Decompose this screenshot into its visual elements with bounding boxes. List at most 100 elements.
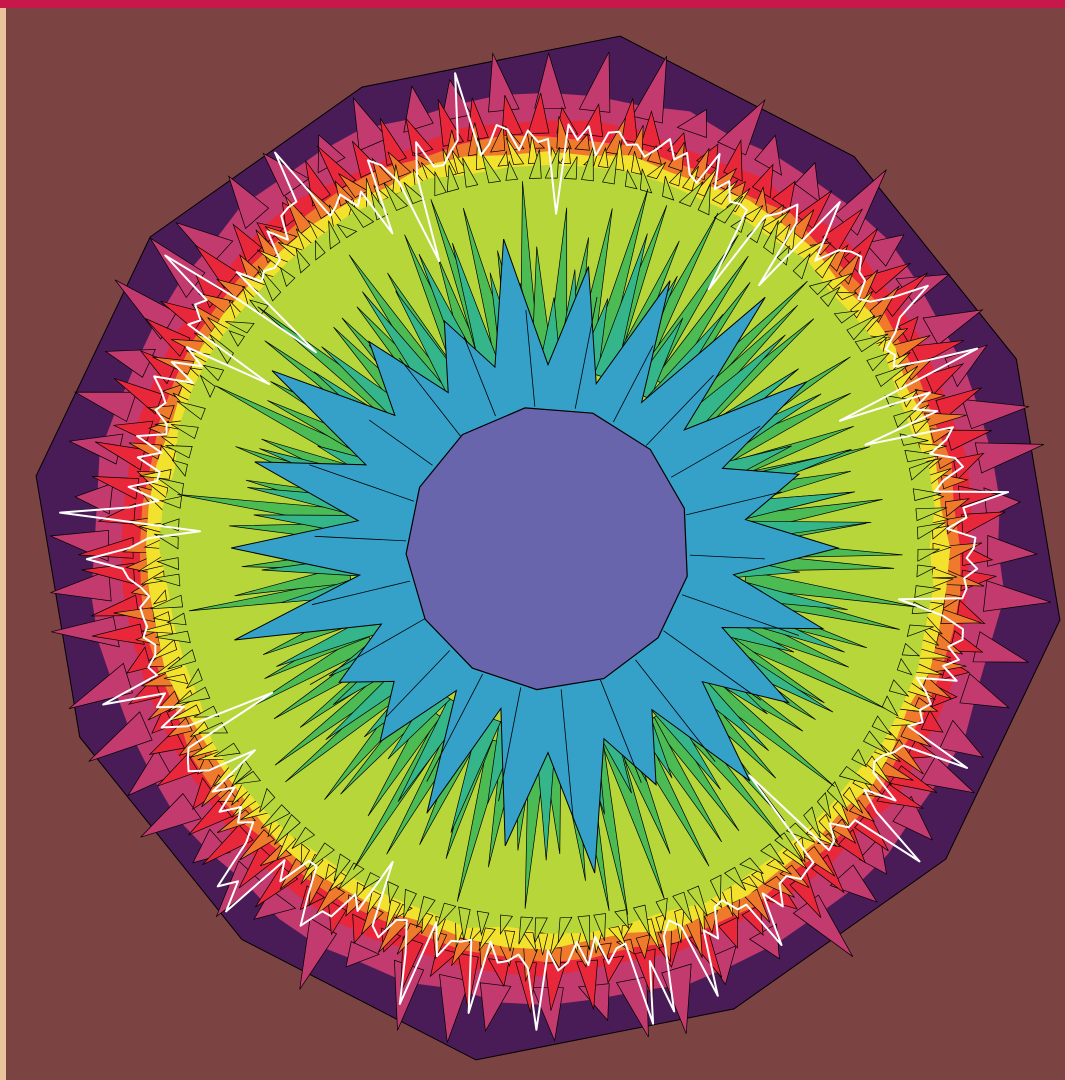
blue-divider-line [663,630,761,701]
yellow-spike [668,169,682,187]
blue-divider-line [525,310,536,407]
lime-spike [176,400,206,421]
yellow-spike [597,146,609,169]
yellow-spike [152,589,167,605]
yellow-spike [139,469,172,480]
lime-spike [697,183,711,216]
lime-spike [896,657,913,676]
blue-divider-line [613,345,654,423]
magenta-spike [88,711,153,762]
magenta-spike [987,534,1039,567]
magenta-spike [676,108,707,138]
lime-spike [344,199,375,228]
lime-spike [904,449,942,463]
orange-spike [135,630,161,646]
lime-spike [362,872,382,891]
yellow-spike [866,755,892,786]
lime-spike [370,191,389,221]
white-contour [59,72,1010,1031]
lime-spike [901,642,921,657]
orange-spike [826,244,849,272]
lime-spike [165,445,193,459]
lime-spike [171,459,188,477]
lime-spike [291,826,316,849]
magenta-spike [228,175,270,230]
lime-spike [866,352,891,372]
yellow-spike [504,930,516,952]
red-spike [924,363,965,395]
orange-spike [371,157,393,186]
orange-spike [574,133,590,151]
lime-spike [662,175,675,201]
red-spike [351,140,381,179]
orange-spike [198,293,234,314]
orange-spike [635,934,651,960]
yellow-spike [300,843,311,866]
yellow-spike [694,167,718,197]
lime-spike [672,891,693,924]
magenta-spike [534,52,566,109]
blue-divider-line [368,419,433,466]
magenta-spike [959,672,1010,709]
lime-spike [912,488,942,501]
lime-spike [916,564,937,578]
yellow-spike [478,927,496,952]
blue-divider-line [560,689,574,819]
lime-spike [709,874,722,902]
lime-spike [295,247,311,274]
yellow-spike [140,570,165,585]
yellow-spike [324,863,338,880]
magenta-spike [983,580,1052,612]
orange-spike [802,845,836,877]
lime-spike [723,866,747,891]
orange-spike [387,151,412,178]
blue-divider-line [311,580,411,606]
lime-spike [760,843,785,865]
red-spike [92,476,140,500]
lime-spike [458,906,471,940]
lime-spike [581,146,594,182]
lime-spike [871,715,893,736]
yellow-spike [421,911,434,934]
yellow-spike [608,926,628,949]
yellow-spike [497,150,509,167]
lime-spike [476,910,490,937]
orange-spike [944,498,971,517]
lime-spike [632,904,651,936]
magenta-spike [50,569,112,602]
lime-spike [917,548,940,562]
lime-spike [505,160,519,181]
lime-spike [175,686,211,705]
lime-spike [854,333,889,353]
lime-spike [198,722,229,734]
orange-spike [216,789,240,802]
lime-spike [416,896,436,928]
red-spike [898,316,919,345]
magenta-spike [829,864,878,903]
yellow-spike [912,418,931,435]
lime-spike [915,507,948,522]
magenta-spike [175,221,234,265]
yellow-spike [743,205,764,223]
lime-spike [403,888,417,919]
yellow-spike [655,914,666,935]
yellow-spike [190,721,210,738]
yellow-spike [834,291,857,301]
lime-spike [819,286,841,307]
lime-spike [577,915,591,951]
blue-divider-line [635,659,716,762]
red-spike [527,92,550,134]
yellow-spike [894,365,919,392]
lime-spike [213,742,241,758]
lime-spike [159,495,183,509]
lime-spike [601,152,618,185]
magenta-spike [792,894,854,957]
center-polygon-layer [405,407,688,691]
blue-divider-line [685,491,782,516]
lime-spike [156,557,179,571]
lime-spike [228,330,246,347]
yellow-spike [537,932,549,956]
yellow-spike [328,871,350,892]
magenta-spike [403,85,434,133]
lime-spike [462,157,479,188]
